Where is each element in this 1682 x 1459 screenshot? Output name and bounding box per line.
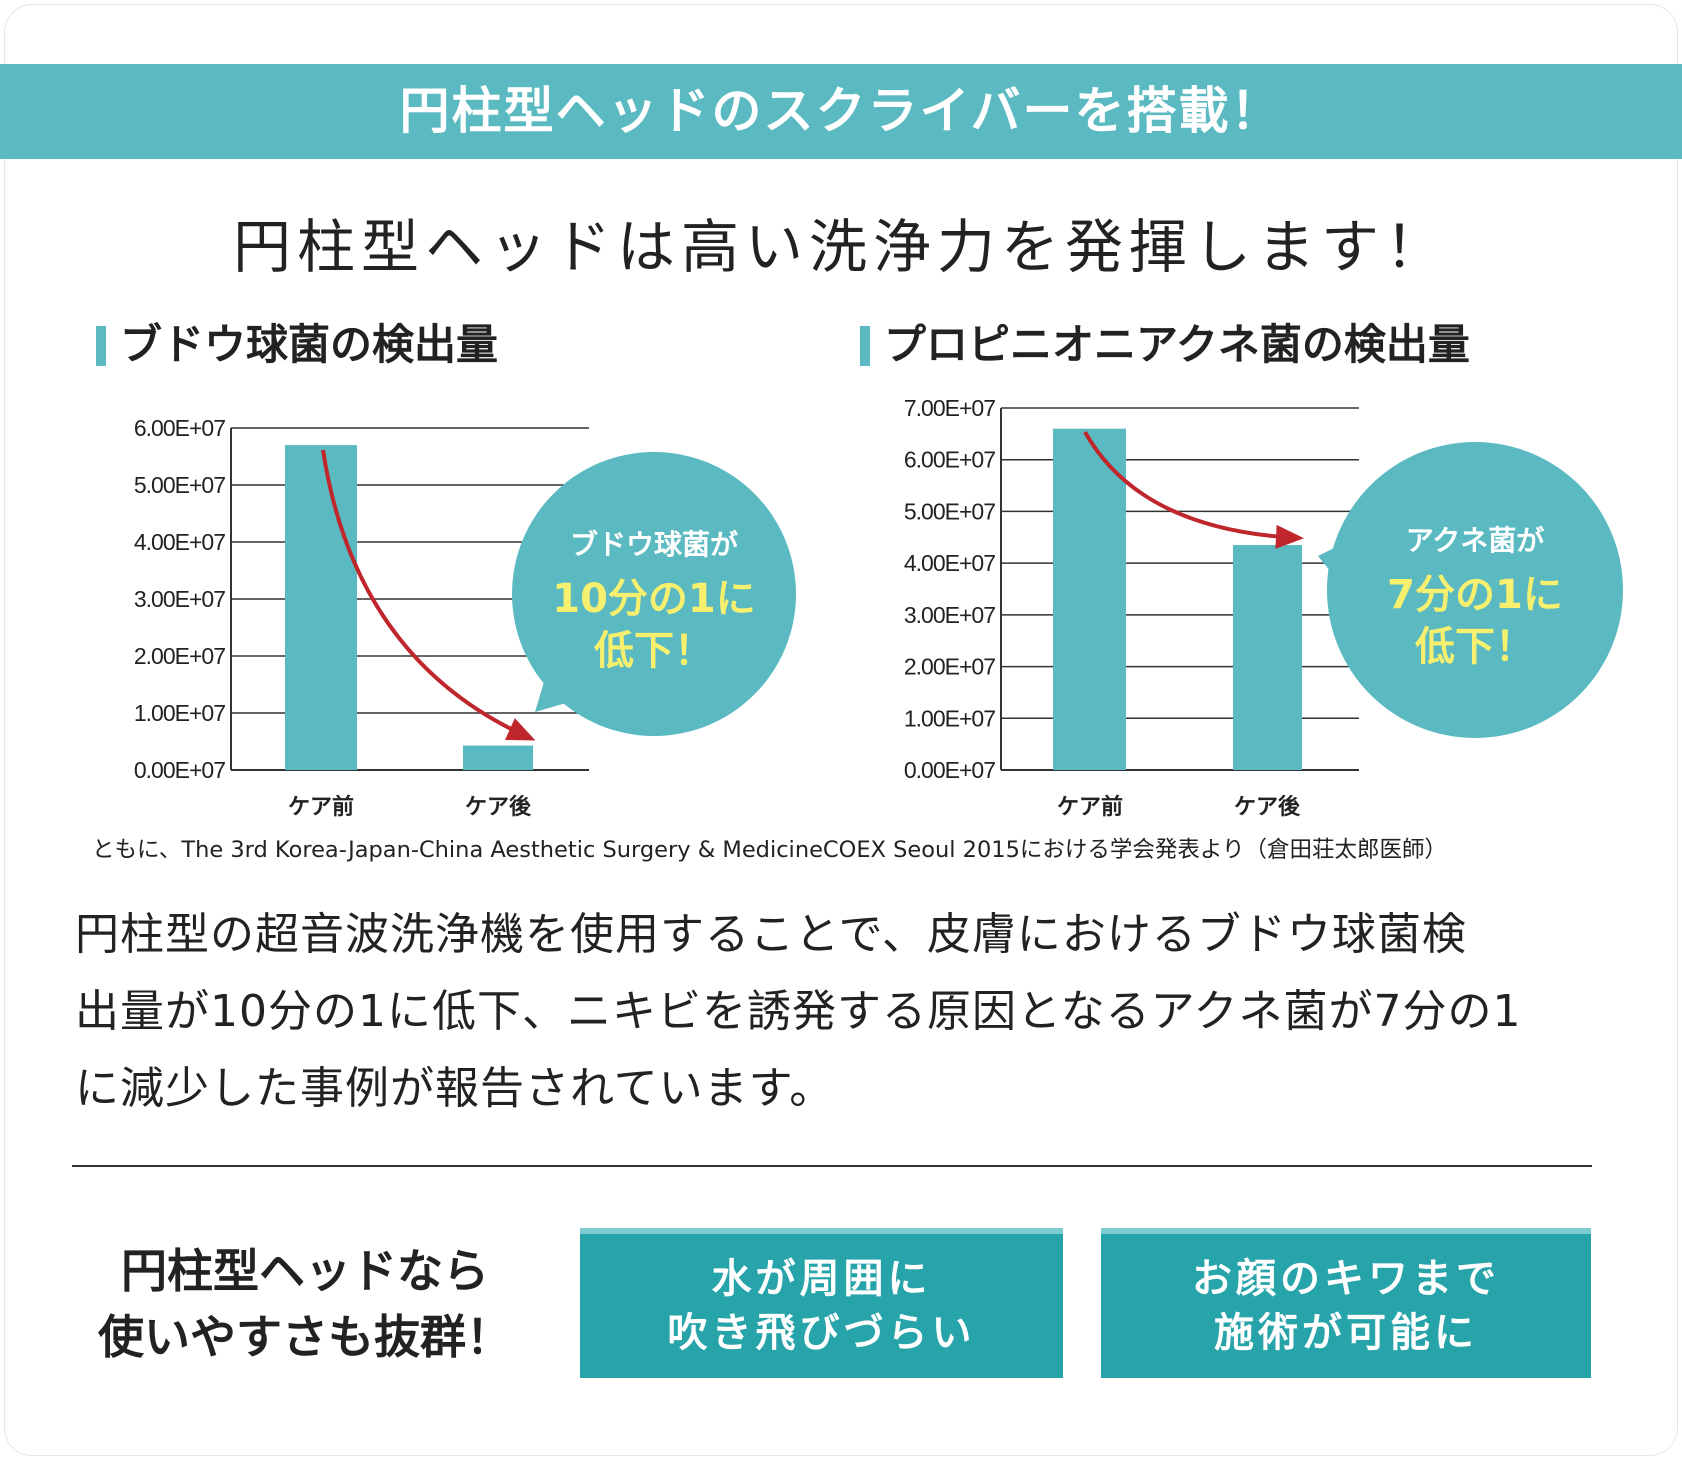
y-tick-label: 2.00E+07 [134,643,225,669]
bar [463,745,533,770]
chart-title-staph: ブドウ球菌の検出量 [96,318,498,372]
callout-line-1: アクネ菌が [1406,524,1545,557]
y-tick-label: 3.00E+07 [134,586,225,612]
usage-line-1: 円柱型ヘッドなら [121,1244,489,1298]
x-category-label: ケア前 [288,794,354,820]
y-tick-label: 7.00E+07 [904,395,995,421]
body-line-2: 出量が10分の1に低下、ニキビを誘発する原因となるアクネ菌が7分の1 [75,986,1522,1037]
body-line-3: に減少した事例が報告されています。 [75,1063,835,1114]
source-note: ともに、The 3rd Korea-Japan-China Aesthetic … [92,837,1447,863]
bar [1053,428,1126,770]
y-tick-label: 0.00E+07 [134,757,225,783]
y-tick-label: 0.00E+07 [904,757,995,783]
y-tick-label: 1.00E+07 [134,700,225,726]
y-tick-label: 5.00E+07 [134,472,225,498]
bar [285,445,357,770]
content-card [4,4,1678,1456]
section-divider [72,1165,1592,1167]
y-tick-label: 1.00E+07 [904,705,995,731]
decrease-arrow [1083,431,1299,540]
x-category-label: ケア後 [1234,794,1301,820]
feature-banner: 円柱型ヘッドのスクライバーを搭載！ [0,64,1682,159]
feature-tile-water: 水が周囲に 吹き飛びづらい [580,1228,1063,1378]
y-tick-label: 4.00E+07 [904,550,995,576]
body-paragraph: 円柱型の超音波洗浄機を使用することで、皮膚におけるブドウ球菌検 出量が10分の1… [75,896,1635,1127]
page-headline: 円柱型ヘッドは高い洗浄力を発揮します！ [232,213,1449,281]
chart-title-acne: プロピニオニアクネ菌の検出量 [860,318,1470,372]
tile-line-2: 吹き飛びづらい [667,1310,976,1356]
callout-line-2: 7分の1に [1387,572,1563,618]
x-category-label: ケア前 [1057,794,1123,820]
tile-line-1: 水が周囲に [711,1256,932,1302]
callout-bubble [1327,442,1623,738]
bar [1233,545,1302,770]
callout-line-3: 低下！ [1415,624,1535,670]
y-tick-label: 6.00E+07 [904,447,995,473]
callout-line-3: 低下！ [594,628,714,674]
y-tick-label: 4.00E+07 [134,529,225,555]
chart-staph: 0.00E+07 1.00E+07 2.00E+07 3.00E+07 4.00E+07… [134,415,796,820]
x-category-label: ケア後 [465,794,532,820]
y-tick-label: 5.00E+07 [904,498,995,524]
usage-headline: 円柱型ヘッドなら 使いやすさも抜群！ [70,1238,540,1370]
decrease-arrowhead [1275,524,1304,549]
y-tick-label: 6.00E+07 [134,415,225,441]
y-tick-label: 2.00E+07 [904,654,995,680]
body-line-1: 円柱型の超音波洗浄機を使用することで、皮膚におけるブドウ球菌検 [75,909,1467,960]
feature-tile-edges: お顔のキワまで 施術が可能に [1101,1228,1591,1378]
callout-line-2: 10分の1に [552,576,756,622]
callout-bubble [512,452,796,736]
decrease-arrow [321,449,531,740]
usage-line-2: 使いやすさも抜群！ [98,1310,512,1364]
tile-line-2: 施術が可能に [1214,1310,1478,1356]
chart-acne: 0.00E+07 1.00E+07 2.00E+07 3.00E+07 4.00E+07… [904,395,1623,820]
y-tick-label: 3.00E+07 [904,602,995,628]
tile-line-1: お顔のキワまで [1192,1256,1500,1302]
callout-line-1: ブドウ球菌が [570,528,738,561]
decrease-arrowhead [505,718,536,741]
